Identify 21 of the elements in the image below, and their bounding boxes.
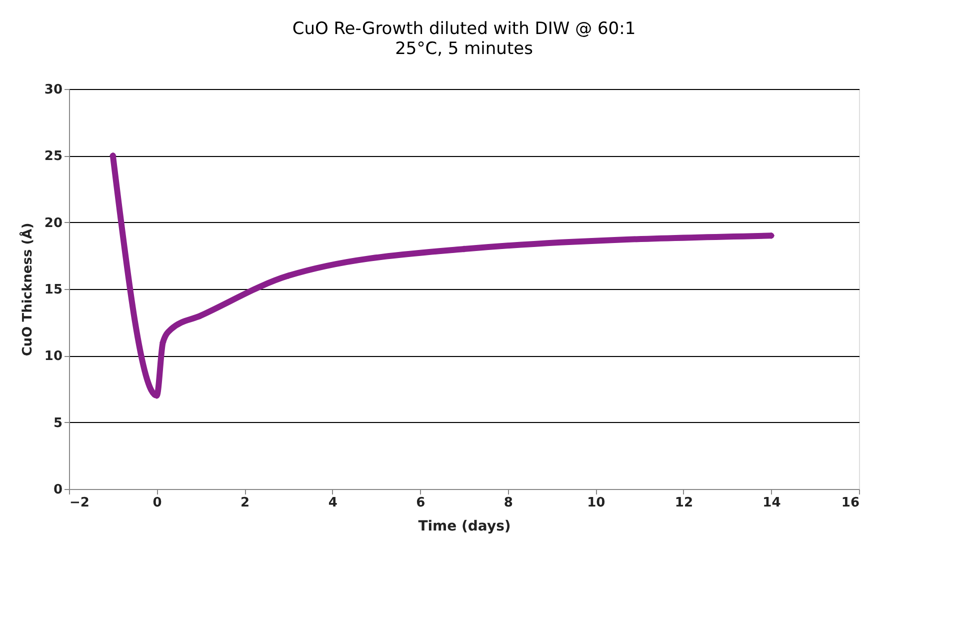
y-tick-label: 20: [44, 216, 62, 231]
y-tick-label: 25: [44, 149, 62, 164]
y-tick-label: 5: [53, 416, 62, 431]
y-tick-label: 30: [44, 82, 62, 98]
x-tick-label: 12: [674, 496, 693, 510]
x-axis-title: Time (days): [418, 518, 511, 534]
x-tick-label: −2: [70, 496, 90, 510]
x-tick-label: 4: [328, 496, 338, 510]
x-tick-label: 6: [416, 496, 426, 510]
y-tick-label: 10: [44, 349, 62, 364]
y-tick-label: 15: [44, 282, 62, 298]
x-tick-label: 16: [841, 496, 860, 510]
y-axis-title: CuO Thickness (Å): [18, 222, 36, 356]
y-tick-label: 0: [53, 482, 62, 498]
chart-subtitle: 25°C, 5 minutes: [395, 39, 534, 59]
x-tick-label: 2: [240, 496, 250, 510]
x-tick-label: 14: [762, 496, 781, 510]
chart-title: CuO Re-Growth diluted with DIW @ 60:1: [292, 19, 636, 39]
x-tick-label: 8: [504, 496, 513, 510]
x-tick-label: 10: [587, 496, 606, 510]
x-tick-label: 0: [152, 496, 162, 510]
